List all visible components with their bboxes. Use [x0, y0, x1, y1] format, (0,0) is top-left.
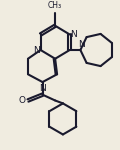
Text: N: N: [33, 45, 40, 54]
Text: N: N: [78, 40, 85, 49]
Text: O: O: [19, 96, 26, 105]
Text: N: N: [70, 30, 77, 39]
Text: CH₃: CH₃: [48, 1, 62, 10]
Text: N: N: [39, 84, 46, 93]
